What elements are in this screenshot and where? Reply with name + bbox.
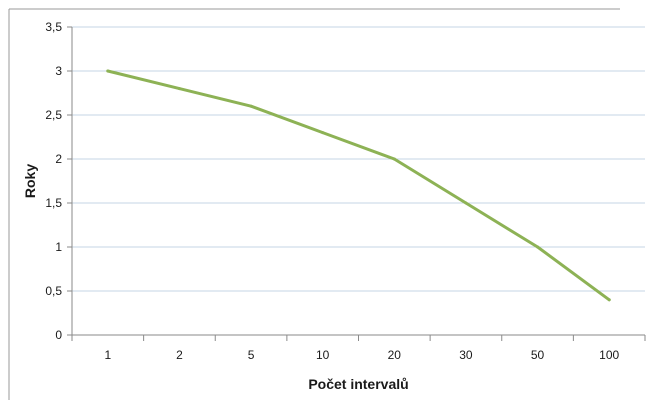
y-tick-label: 3,5 [45, 20, 62, 34]
data-point [607, 298, 611, 302]
x-tick-label: 1 [104, 348, 111, 362]
data-point [177, 87, 181, 91]
y-tick-label: 1 [55, 240, 62, 254]
series-layer [106, 69, 611, 302]
data-point [321, 131, 325, 135]
x-tick-label: 10 [316, 348, 330, 362]
x-tick-label: 30 [459, 348, 473, 362]
x-tick-label: 100 [599, 348, 619, 362]
series-line [106, 69, 611, 302]
data-point [249, 104, 253, 108]
data-point [392, 157, 396, 161]
y-tick-label: 1,5 [45, 196, 62, 210]
x-axis-title: Počet intervalů [308, 376, 408, 392]
y-tick-label: 0,5 [45, 284, 62, 298]
y-tick-labels: 0 0,5 1 1,5 2 2,5 3 3,5 [45, 20, 62, 342]
x-tick-labels: 1 2 5 10 20 30 50 100 [104, 348, 619, 362]
y-tick-label: 2 [55, 152, 62, 166]
x-tick-label: 2 [176, 348, 183, 362]
x-tick-label: 50 [531, 348, 545, 362]
x-tick-label: 20 [388, 348, 402, 362]
gridlines [72, 26, 645, 292]
y-axis-title: Roky [22, 164, 38, 198]
y-tick-label: 2,5 [45, 108, 62, 122]
y-tick-label: 3 [55, 64, 62, 78]
data-point [106, 69, 110, 73]
axes [67, 26, 646, 341]
data-point [464, 201, 468, 205]
x-tick-label: 5 [248, 348, 255, 362]
y-tick-label: 0 [55, 328, 62, 342]
data-point [536, 245, 540, 249]
